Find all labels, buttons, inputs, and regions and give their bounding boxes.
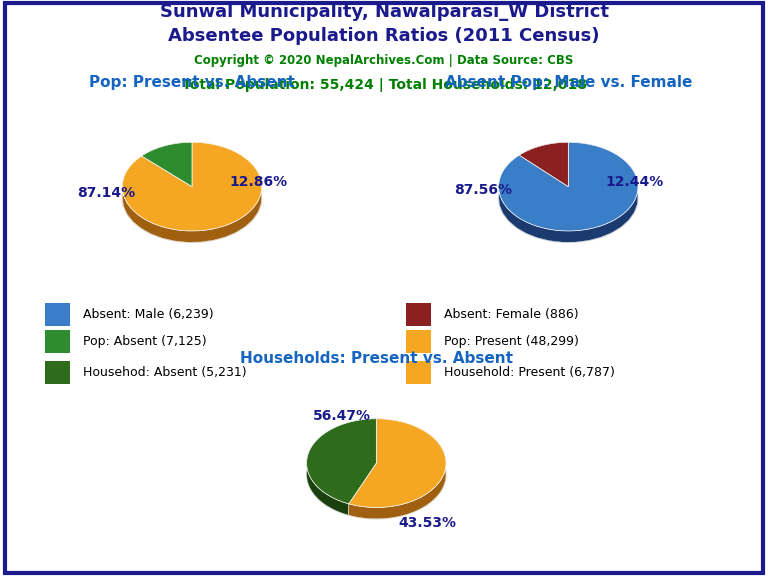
Text: Pop: Present (48,299): Pop: Present (48,299) xyxy=(444,335,579,348)
Title: Households: Present vs. Absent: Households: Present vs. Absent xyxy=(240,351,513,366)
Title: Absent Pop: Male vs. Female: Absent Pop: Male vs. Female xyxy=(445,75,692,90)
Text: Household: Present (6,787): Household: Present (6,787) xyxy=(444,366,615,378)
Polygon shape xyxy=(306,430,446,519)
Polygon shape xyxy=(519,142,568,166)
Text: Absent: Female (886): Absent: Female (886) xyxy=(444,308,578,320)
FancyBboxPatch shape xyxy=(406,361,431,384)
Text: 87.14%: 87.14% xyxy=(78,186,135,200)
Text: Pop: Absent (7,125): Pop: Absent (7,125) xyxy=(83,335,207,348)
Text: Absentee Population Ratios (2011 Census): Absentee Population Ratios (2011 Census) xyxy=(168,27,600,46)
Text: Copyright © 2020 NepalArchives.Com | Data Source: CBS: Copyright © 2020 NepalArchives.Com | Dat… xyxy=(194,54,574,67)
Polygon shape xyxy=(306,419,376,516)
Polygon shape xyxy=(122,154,262,242)
Title: Pop: Present vs. Absent: Pop: Present vs. Absent xyxy=(89,75,295,90)
Polygon shape xyxy=(141,142,192,168)
Text: Total Population: 55,424 | Total Households: 12,018: Total Population: 55,424 | Total Househo… xyxy=(181,78,587,92)
FancyBboxPatch shape xyxy=(45,361,70,384)
Text: 56.47%: 56.47% xyxy=(313,408,370,423)
Polygon shape xyxy=(122,142,262,242)
Text: 43.53%: 43.53% xyxy=(398,516,456,530)
Polygon shape xyxy=(306,419,376,516)
Polygon shape xyxy=(122,142,262,242)
Polygon shape xyxy=(498,142,638,231)
Polygon shape xyxy=(498,142,638,242)
Polygon shape xyxy=(141,142,192,168)
Polygon shape xyxy=(122,142,262,231)
Text: Househod: Absent (5,231): Househod: Absent (5,231) xyxy=(83,366,247,378)
Polygon shape xyxy=(306,419,376,504)
Text: Absent: Male (6,239): Absent: Male (6,239) xyxy=(83,308,214,320)
Polygon shape xyxy=(519,142,568,187)
Polygon shape xyxy=(519,142,568,166)
Polygon shape xyxy=(349,419,446,519)
FancyBboxPatch shape xyxy=(406,330,431,353)
Polygon shape xyxy=(349,419,446,519)
Text: 12.86%: 12.86% xyxy=(230,175,287,188)
Polygon shape xyxy=(498,142,638,242)
Polygon shape xyxy=(498,154,638,242)
FancyBboxPatch shape xyxy=(45,330,70,353)
Text: 12.44%: 12.44% xyxy=(606,175,664,188)
FancyBboxPatch shape xyxy=(406,302,431,325)
Text: Sunwal Municipality, Nawalparasi_W District: Sunwal Municipality, Nawalparasi_W Distr… xyxy=(160,3,608,21)
FancyBboxPatch shape xyxy=(45,302,70,325)
Polygon shape xyxy=(349,419,446,507)
Polygon shape xyxy=(141,142,192,187)
Text: 87.56%: 87.56% xyxy=(454,183,511,197)
